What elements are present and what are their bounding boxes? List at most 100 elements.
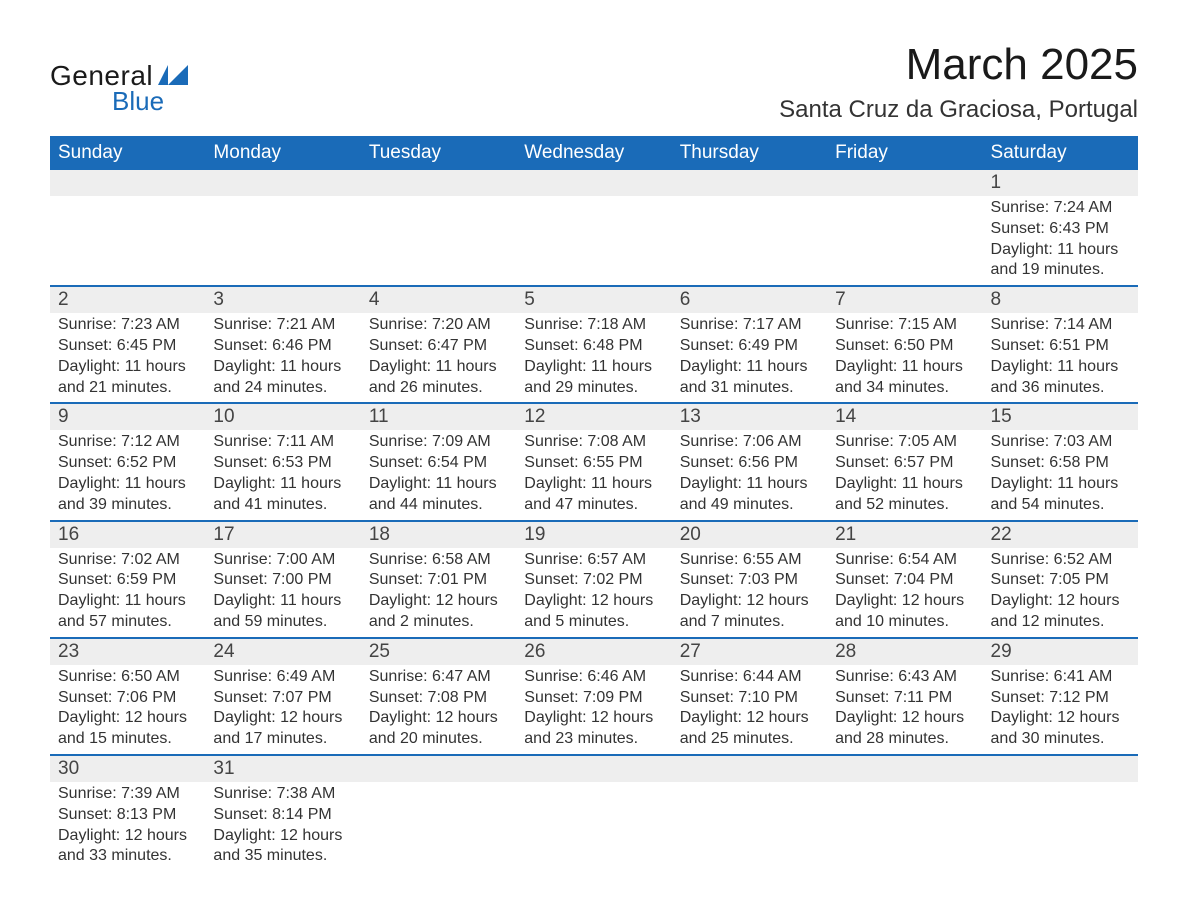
day-detail-cell (827, 782, 982, 871)
day-detail-line: and 57 minutes. (58, 612, 197, 633)
day-detail-line: and 31 minutes. (680, 378, 819, 399)
day-detail-cell: Sunrise: 7:08 AMSunset: 6:55 PMDaylight:… (516, 430, 671, 520)
day-detail-line: and 7 minutes. (680, 612, 819, 633)
day-detail-cell: Sunrise: 7:24 AMSunset: 6:43 PMDaylight:… (983, 196, 1138, 286)
day-detail-cell: Sunrise: 6:58 AMSunset: 7:01 PMDaylight:… (361, 548, 516, 638)
day-detail-cell: Sunrise: 7:21 AMSunset: 6:46 PMDaylight:… (205, 313, 360, 403)
day-detail-line: Sunset: 7:02 PM (524, 570, 663, 591)
day-detail-line: Sunrise: 7:09 AM (369, 432, 508, 453)
logo-text-blue: Blue (112, 86, 164, 117)
day-number-cell: 10 (205, 403, 360, 430)
day-detail-line: and 52 minutes. (835, 495, 974, 516)
day-detail-cell: Sunrise: 6:57 AMSunset: 7:02 PMDaylight:… (516, 548, 671, 638)
day-detail-line: Sunrise: 7:06 AM (680, 432, 819, 453)
day-detail-line: Sunrise: 6:47 AM (369, 667, 508, 688)
day-number-cell: 6 (672, 286, 827, 313)
day-detail-line: Sunrise: 7:12 AM (58, 432, 197, 453)
day-detail-cell: Sunrise: 7:23 AMSunset: 6:45 PMDaylight:… (50, 313, 205, 403)
day-number-cell: 8 (983, 286, 1138, 313)
day-header: Friday (827, 136, 982, 170)
day-detail-line: Sunrise: 7:15 AM (835, 315, 974, 336)
day-number-row: 2345678 (50, 286, 1138, 313)
day-number-cell: 16 (50, 521, 205, 548)
day-detail-line: Daylight: 11 hours (991, 474, 1130, 495)
day-detail-line: Daylight: 11 hours (213, 357, 352, 378)
day-detail-line: and 24 minutes. (213, 378, 352, 399)
day-detail-line: and 36 minutes. (991, 378, 1130, 399)
day-header: Monday (205, 136, 360, 170)
day-detail-line: and 10 minutes. (835, 612, 974, 633)
day-detail-line: and 28 minutes. (835, 729, 974, 750)
day-number-cell: 22 (983, 521, 1138, 548)
day-number-cell (983, 755, 1138, 782)
day-number-cell: 31 (205, 755, 360, 782)
day-detail-row: Sunrise: 7:02 AMSunset: 6:59 PMDaylight:… (50, 548, 1138, 638)
day-number-cell (361, 170, 516, 196)
day-detail-cell: Sunrise: 7:17 AMSunset: 6:49 PMDaylight:… (672, 313, 827, 403)
day-detail-line: Sunset: 7:08 PM (369, 688, 508, 709)
day-number-cell (827, 170, 982, 196)
day-detail-line: and 54 minutes. (991, 495, 1130, 516)
day-detail-line: and 20 minutes. (369, 729, 508, 750)
day-number-cell: 3 (205, 286, 360, 313)
day-detail-line: Sunrise: 6:54 AM (835, 550, 974, 571)
location-label: Santa Cruz da Graciosa, Portugal (779, 96, 1138, 124)
day-detail-line: and 41 minutes. (213, 495, 352, 516)
day-number-cell (50, 170, 205, 196)
day-detail-cell (205, 196, 360, 286)
day-detail-line: Sunset: 7:05 PM (991, 570, 1130, 591)
day-detail-cell: Sunrise: 7:18 AMSunset: 6:48 PMDaylight:… (516, 313, 671, 403)
day-detail-cell: Sunrise: 7:02 AMSunset: 6:59 PMDaylight:… (50, 548, 205, 638)
day-number-cell (361, 755, 516, 782)
day-number-cell: 11 (361, 403, 516, 430)
day-detail-line: and 47 minutes. (524, 495, 663, 516)
day-detail-line: Daylight: 12 hours (991, 708, 1130, 729)
day-detail-line: Sunset: 7:12 PM (991, 688, 1130, 709)
day-header: Tuesday (361, 136, 516, 170)
day-header: Sunday (50, 136, 205, 170)
day-detail-line: and 34 minutes. (835, 378, 974, 399)
day-detail-line: Sunset: 7:03 PM (680, 570, 819, 591)
day-detail-cell: Sunrise: 6:41 AMSunset: 7:12 PMDaylight:… (983, 665, 1138, 755)
day-detail-line: Sunrise: 7:14 AM (991, 315, 1130, 336)
day-detail-line: and 21 minutes. (58, 378, 197, 399)
day-number-row: 3031 (50, 755, 1138, 782)
day-detail-cell: Sunrise: 6:55 AMSunset: 7:03 PMDaylight:… (672, 548, 827, 638)
day-number-cell: 17 (205, 521, 360, 548)
day-detail-line: Sunset: 6:55 PM (524, 453, 663, 474)
day-detail-cell: Sunrise: 7:12 AMSunset: 6:52 PMDaylight:… (50, 430, 205, 520)
day-detail-line: Daylight: 12 hours (524, 591, 663, 612)
day-number-cell: 15 (983, 403, 1138, 430)
day-detail-cell: Sunrise: 7:14 AMSunset: 6:51 PMDaylight:… (983, 313, 1138, 403)
day-detail-cell: Sunrise: 7:03 AMSunset: 6:58 PMDaylight:… (983, 430, 1138, 520)
day-number-cell: 20 (672, 521, 827, 548)
day-detail-line: and 35 minutes. (213, 846, 352, 867)
day-detail-line: Sunrise: 7:08 AM (524, 432, 663, 453)
day-detail-line: Sunrise: 7:21 AM (213, 315, 352, 336)
day-detail-row: Sunrise: 7:12 AMSunset: 6:52 PMDaylight:… (50, 430, 1138, 520)
day-detail-cell (516, 196, 671, 286)
day-detail-line: and 15 minutes. (58, 729, 197, 750)
day-detail-line: Sunset: 7:09 PM (524, 688, 663, 709)
day-detail-line: Sunrise: 6:46 AM (524, 667, 663, 688)
day-detail-line: Daylight: 11 hours (680, 474, 819, 495)
day-detail-line: Sunrise: 7:00 AM (213, 550, 352, 571)
day-detail-line: and 59 minutes. (213, 612, 352, 633)
calendar-table: SundayMondayTuesdayWednesdayThursdayFrid… (50, 136, 1138, 871)
day-detail-line: and 49 minutes. (680, 495, 819, 516)
day-detail-row: Sunrise: 7:39 AMSunset: 8:13 PMDaylight:… (50, 782, 1138, 871)
day-detail-row: Sunrise: 7:23 AMSunset: 6:45 PMDaylight:… (50, 313, 1138, 403)
day-number-row: 1 (50, 170, 1138, 196)
day-detail-line: Daylight: 12 hours (680, 708, 819, 729)
day-number-row: 16171819202122 (50, 521, 1138, 548)
day-detail-cell: Sunrise: 7:05 AMSunset: 6:57 PMDaylight:… (827, 430, 982, 520)
day-detail-line: Daylight: 12 hours (369, 591, 508, 612)
day-detail-line: Sunset: 6:53 PM (213, 453, 352, 474)
day-detail-line: Daylight: 12 hours (213, 708, 352, 729)
day-number-cell: 21 (827, 521, 982, 548)
day-detail-line: Sunset: 8:14 PM (213, 805, 352, 826)
day-detail-line: Sunrise: 7:03 AM (991, 432, 1130, 453)
day-detail-line: Daylight: 11 hours (58, 591, 197, 612)
day-number-cell: 12 (516, 403, 671, 430)
day-detail-line: Sunrise: 7:20 AM (369, 315, 508, 336)
